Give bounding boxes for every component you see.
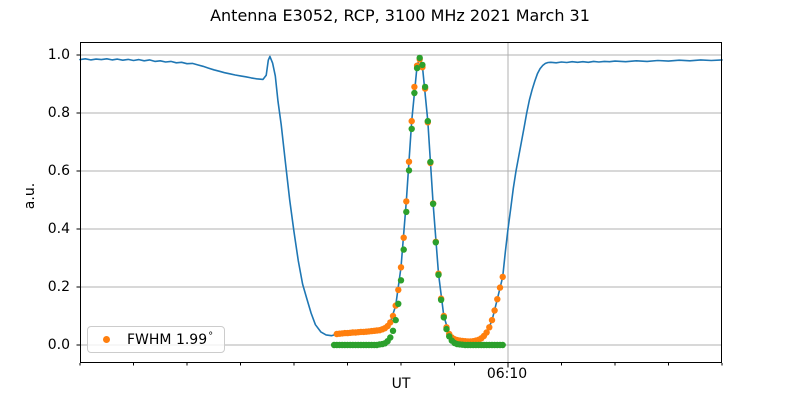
gaussian-fit-point: [408, 125, 415, 133]
gaussian-fit-point: [437, 296, 445, 303]
y-axis-label: a.u.: [22, 182, 38, 210]
scan-data-point: [491, 307, 498, 314]
gaussian-fit-point: [405, 167, 413, 174]
legend-label-text: FWHM 1.99: [127, 331, 208, 348]
gaussian-fit-point: [424, 117, 431, 125]
legend-marker-dot: [103, 336, 110, 343]
gaussian-fit-point: [389, 327, 397, 334]
scan-data-point: [400, 234, 407, 241]
scan-data-point: [405, 158, 413, 165]
gaussian-fit-point: [397, 277, 405, 284]
y-tick-label: 0.0: [47, 337, 70, 353]
gaussian-fit-point: [427, 158, 434, 166]
gaussian-fit-point: [421, 83, 429, 91]
scan-data-point: [411, 83, 418, 91]
gaussian-fit-point: [395, 300, 402, 307]
scan-data-point: [494, 296, 501, 303]
x-axis-label: UT: [391, 376, 411, 392]
y-tick-label: 0.2: [47, 279, 70, 295]
y-tick-label: 0.8: [47, 105, 70, 121]
x-tick-label: 06:10: [486, 366, 528, 382]
gaussian-fit-point: [419, 61, 426, 69]
y-tick-label: 1.0: [47, 47, 70, 63]
gaussian-fit-point: [429, 200, 437, 207]
gaussian-fit-point: [411, 89, 418, 97]
legend-label: FWHM 1.99°: [127, 330, 214, 348]
y-tick-label: 0.6: [47, 163, 70, 179]
gaussian-fit-point: [387, 334, 394, 341]
gaussian-fit-point: [435, 271, 442, 278]
signal-line: [79, 55, 723, 343]
scan-data-point: [496, 284, 504, 291]
y-tick-label: 0.4: [47, 221, 70, 237]
scan-data-point: [499, 273, 506, 281]
axes-frame: [80, 42, 722, 363]
scan-data-point: [483, 329, 490, 336]
scan-data-point: [486, 324, 493, 331]
gaussian-fit-point: [443, 325, 450, 333]
scan-data-point: [397, 264, 405, 271]
scan-data-point: [395, 286, 402, 294]
gaussian-fit-point: [499, 341, 506, 349]
gaussian-fit-point: [392, 316, 399, 324]
scan-data-point: [403, 198, 410, 205]
gaussian-fit-point: [400, 246, 407, 253]
chart-title: Antenna E3052, RCP, 3100 MHz 2021 March …: [210, 6, 590, 25]
plot-canvas: [76, 42, 723, 368]
legend: FWHM 1.99°: [87, 326, 225, 353]
gaussian-fit-point: [440, 314, 447, 321]
plot-area: [76, 42, 723, 368]
degree-symbol: °: [208, 330, 214, 342]
scan-data-point: [488, 316, 496, 324]
gaussian-fit-point: [432, 239, 439, 246]
gaussian-fit-point: [416, 54, 423, 62]
gaussian-fit-point: [413, 64, 421, 72]
gaussian-fit-point: [403, 208, 410, 216]
scan-data-point: [408, 117, 415, 125]
scan-data-point: [387, 319, 394, 326]
